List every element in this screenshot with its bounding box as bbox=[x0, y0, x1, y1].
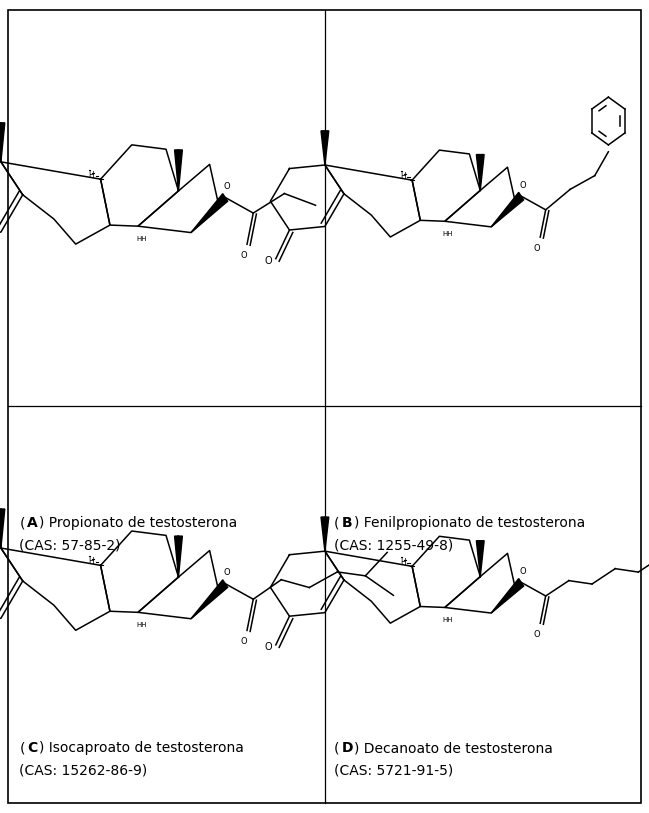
Text: ) Decanoato de testosterona: ) Decanoato de testosterona bbox=[354, 741, 552, 755]
Text: H: H bbox=[400, 172, 406, 180]
Polygon shape bbox=[491, 579, 524, 613]
Text: O: O bbox=[223, 182, 230, 191]
Text: ) Propionato de testosterona: ) Propionato de testosterona bbox=[39, 516, 237, 530]
Text: H: H bbox=[400, 558, 406, 567]
Text: H: H bbox=[88, 557, 94, 566]
Text: HH: HH bbox=[136, 236, 147, 242]
Text: H: H bbox=[88, 171, 94, 180]
Text: (CAS: 15262-86-9): (CAS: 15262-86-9) bbox=[19, 763, 148, 777]
Text: O: O bbox=[240, 250, 247, 260]
Text: O: O bbox=[519, 180, 526, 189]
Polygon shape bbox=[321, 131, 329, 165]
Text: (: ( bbox=[334, 516, 339, 530]
Text: O: O bbox=[223, 568, 230, 577]
Text: A: A bbox=[27, 516, 38, 530]
Text: O: O bbox=[533, 630, 541, 639]
Polygon shape bbox=[0, 509, 5, 548]
Polygon shape bbox=[321, 517, 329, 551]
Text: HH: HH bbox=[443, 231, 453, 237]
Text: C: C bbox=[27, 741, 38, 755]
Polygon shape bbox=[175, 150, 182, 191]
Text: ) Isocaproato de testosterona: ) Isocaproato de testosterona bbox=[39, 741, 244, 755]
Polygon shape bbox=[175, 536, 182, 577]
Text: (: ( bbox=[19, 741, 25, 755]
Text: O: O bbox=[264, 256, 272, 266]
Text: HH: HH bbox=[136, 622, 147, 628]
Polygon shape bbox=[476, 541, 484, 576]
Text: (CAS: 1255-49-8): (CAS: 1255-49-8) bbox=[334, 538, 454, 552]
Text: (: ( bbox=[334, 741, 339, 755]
Text: HH: HH bbox=[443, 617, 453, 624]
Text: (CAS: 57-85-2): (CAS: 57-85-2) bbox=[19, 538, 121, 552]
Text: (: ( bbox=[19, 516, 25, 530]
Polygon shape bbox=[191, 580, 228, 619]
Text: O: O bbox=[533, 244, 541, 253]
Polygon shape bbox=[476, 154, 484, 190]
Polygon shape bbox=[0, 123, 5, 162]
Polygon shape bbox=[491, 193, 524, 227]
Text: (CAS: 5721-91-5): (CAS: 5721-91-5) bbox=[334, 763, 454, 777]
Text: ) Fenilpropionato de testosterona: ) Fenilpropionato de testosterona bbox=[354, 516, 585, 530]
Text: O: O bbox=[519, 567, 526, 576]
Text: O: O bbox=[240, 637, 247, 646]
Text: O: O bbox=[264, 642, 272, 652]
Text: B: B bbox=[342, 516, 352, 530]
Text: D: D bbox=[342, 741, 354, 755]
Polygon shape bbox=[191, 193, 228, 233]
